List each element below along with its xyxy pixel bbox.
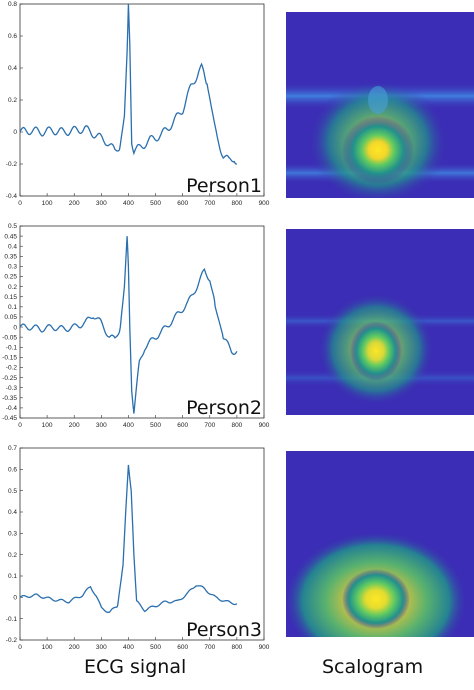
- scalogram-image-1: [286, 12, 474, 198]
- x-tick-label: 0: [18, 422, 22, 429]
- y-tick-label: -0.4: [6, 193, 18, 200]
- y-tick-label: 0.4: [8, 65, 17, 72]
- y-tick-label: 0: [13, 129, 17, 136]
- x-tick-label: 100: [42, 200, 53, 207]
- y-tick-label: 0.6: [8, 33, 17, 40]
- x-tick-label: 700: [204, 644, 215, 651]
- y-tick-label: 0.1: [8, 304, 17, 311]
- x-tick-label: 200: [69, 200, 80, 207]
- y-tick-label: 0.25: [4, 274, 17, 281]
- y-tick-label: -0.2: [6, 637, 18, 644]
- person-label: Person1: [186, 175, 262, 197]
- y-tick-label: -0.15: [2, 355, 17, 362]
- scalogram-3: [286, 451, 474, 637]
- y-tick-label: -0.4: [6, 405, 18, 412]
- x-tick-label: 800: [231, 644, 242, 651]
- plot-frame: [19, 3, 265, 197]
- x-tick-label: 700: [204, 200, 215, 207]
- y-tick-label: 0.6: [8, 467, 17, 474]
- y-tick-label: 0.4: [8, 509, 17, 516]
- y-tick-label: -0.2: [6, 161, 18, 168]
- y-tick-label: 0.45: [4, 233, 17, 240]
- scalogram-caption: Scalogram: [322, 656, 424, 678]
- scalogram-2: [286, 229, 474, 415]
- y-tick-label: -0.1: [6, 616, 18, 623]
- x-tick-label: 900: [259, 200, 270, 207]
- x-tick-label: 800: [231, 200, 242, 207]
- scalogram-1: [286, 12, 474, 198]
- y-tick-label: 0.7: [8, 445, 17, 452]
- x-tick-label: 500: [150, 644, 161, 651]
- x-tick-label: 200: [69, 422, 80, 429]
- ecg-chart-1: 0 100 200 300 400 500 600 700 800 900 -0.4 -0.2 0 0.2…: [0, 0, 270, 214]
- y-tick-label: -0.25: [2, 375, 17, 382]
- x-tick-label: 400: [123, 422, 134, 429]
- ecg-series-line: [19, 236, 238, 414]
- ecg-plot-person3: 0 100 200 300 400 500 600 700 800 900 -0.2 -0.1 0 0.1…: [6, 445, 270, 651]
- x-tick-label: 500: [150, 422, 161, 429]
- x-tick-label: 100: [42, 644, 53, 651]
- y-tick-label: -0.1: [6, 344, 18, 351]
- y-tick-label: 0.2: [8, 284, 17, 291]
- y-tick-label: -0.05: [2, 334, 17, 341]
- x-tick-label: 500: [150, 200, 161, 207]
- x-tick-label: 100: [42, 422, 53, 429]
- y-tick-label: -0.2: [6, 365, 18, 372]
- x-tick-label: 400: [123, 200, 134, 207]
- y-tick-label: 0.15: [4, 294, 17, 301]
- y-tick-label: 0.5: [8, 223, 17, 230]
- ecg-chart-3: 0 100 200 300 400 500 600 700 800 900 -0.2 -0.1 0 0.1…: [0, 444, 270, 658]
- person-label: Person2: [186, 397, 262, 419]
- ecg-plot-person2: 0 100 200 300 400 500 600 700 800 900 -0.45 -0.4 -0.…: [2, 223, 270, 429]
- plot-frame: [19, 225, 265, 419]
- ecg-plot-person1: 0 100 200 300 400 500 600 700 800 900 -0.4 -0.2 0 0.2…: [6, 1, 270, 207]
- y-tick-label: 0.1: [8, 573, 17, 580]
- y-tick-label: 0.5: [8, 488, 17, 495]
- ecg-signal-caption: ECG signal: [84, 656, 187, 678]
- scalogram-image-2: [286, 229, 474, 415]
- y-tick-label: 0.8: [8, 1, 17, 8]
- person-label: Person3: [186, 619, 262, 641]
- x-tick-label: 600: [177, 644, 188, 651]
- x-tick-label: 200: [69, 644, 80, 651]
- x-tick-label: 600: [177, 422, 188, 429]
- plot-frame: [19, 447, 265, 641]
- x-tick-label: 300: [96, 200, 107, 207]
- x-tick-label: 900: [259, 422, 270, 429]
- y-tick-label: -0.35: [2, 395, 17, 402]
- y-tick-label: 0.2: [8, 97, 17, 104]
- x-tick-label: 800: [231, 422, 242, 429]
- x-tick-label: 0: [18, 200, 22, 207]
- y-tick-label: 0.35: [4, 254, 17, 261]
- y-tick-label: 0.2: [8, 552, 17, 559]
- ecg-chart-2: 0 100 200 300 400 500 600 700 800 900 -0.45 -0.4 -0.…: [0, 222, 270, 436]
- x-tick-label: 300: [96, 644, 107, 651]
- y-tick-label: -0.3: [6, 385, 18, 392]
- scalogram-image-3: [286, 451, 474, 637]
- ecg-series-line: [19, 3, 237, 165]
- x-tick-label: 300: [96, 422, 107, 429]
- x-tick-label: 600: [177, 200, 188, 207]
- y-tick-label: 0.05: [4, 314, 17, 321]
- y-tick-label: 0.3: [8, 531, 17, 538]
- x-tick-label: 400: [123, 644, 134, 651]
- ecg-series-line: [19, 464, 238, 613]
- y-tick-label: 0: [13, 595, 17, 602]
- y-tick-label: 0.3: [8, 264, 17, 271]
- y-tick-label: 0: [13, 324, 17, 331]
- y-tick-label: -0.45: [2, 415, 17, 422]
- x-tick-label: 700: [204, 422, 215, 429]
- x-tick-label: 0: [18, 644, 22, 651]
- y-tick-label: 0.4: [8, 243, 17, 250]
- x-tick-label: 900: [259, 644, 270, 651]
